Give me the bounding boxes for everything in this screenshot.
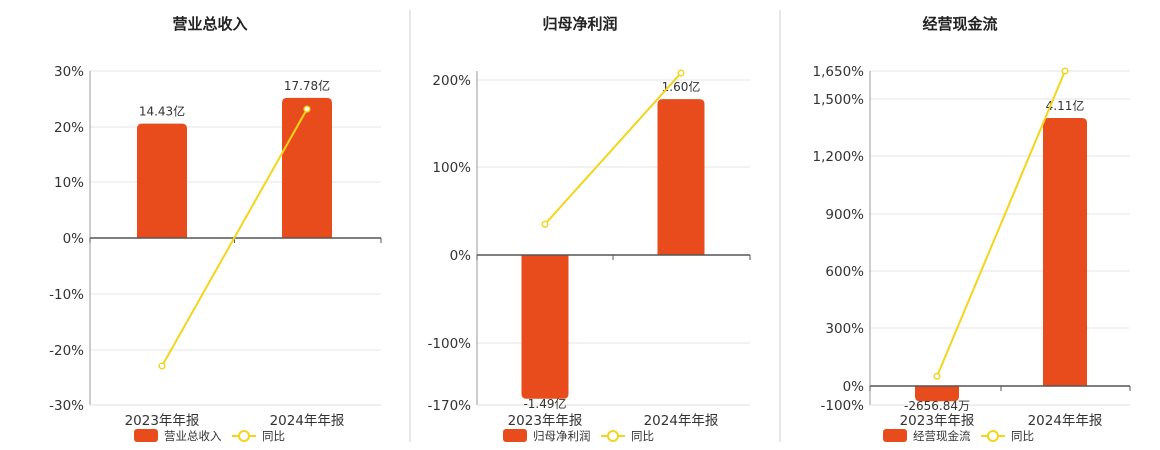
yoy-point bbox=[1061, 67, 1069, 75]
chart-title: 归母净利润 bbox=[542, 15, 617, 33]
bar bbox=[282, 97, 332, 238]
yoy-line bbox=[544, 72, 682, 225]
bar-value-label: -1.49亿 bbox=[523, 396, 566, 411]
yoy-point bbox=[677, 69, 685, 77]
y-tick-label: -10% bbox=[49, 287, 84, 303]
bar bbox=[137, 123, 187, 238]
bar-value-label: 14.43亿 bbox=[139, 104, 185, 119]
y-tick-label: 10% bbox=[54, 175, 84, 191]
x-category-label: 2023年年报 bbox=[125, 413, 200, 429]
legend-label: 营业总收入 bbox=[164, 429, 222, 443]
y-tick-label: 300% bbox=[825, 321, 864, 337]
x-category-label: 2023年年报 bbox=[900, 413, 975, 429]
yoy-point bbox=[158, 362, 166, 370]
y-tick-label: -100% bbox=[821, 398, 865, 414]
bar bbox=[521, 255, 569, 399]
legend-label: 经营现金流 bbox=[913, 429, 971, 443]
y-tick-label: 200% bbox=[432, 73, 471, 89]
y-tick-label: 1,200% bbox=[813, 149, 865, 165]
chart-title: 经营现金流 bbox=[922, 15, 997, 33]
yoy-point bbox=[541, 220, 549, 228]
legend-swatch-marker bbox=[607, 430, 619, 442]
bar bbox=[915, 386, 959, 402]
chart-title: 营业总收入 bbox=[172, 15, 247, 33]
y-tick-label: 0% bbox=[843, 379, 865, 395]
yoy-line bbox=[161, 108, 308, 367]
legend-label: 同比 bbox=[631, 429, 654, 443]
y-tick-label: -170% bbox=[428, 398, 472, 414]
y-tick-label: 1,500% bbox=[813, 92, 865, 108]
y-tick-label: 100% bbox=[432, 160, 471, 176]
chart-panel-1: 营业总收入 30% 20% 10% 0% -10% -20% -30% 14.43亿 17.78亿… bbox=[49, 15, 382, 443]
y-tick-label: -20% bbox=[49, 343, 84, 359]
y-tick-label: 600% bbox=[825, 264, 864, 280]
y-tick-label: 900% bbox=[825, 207, 864, 223]
x-category-label: 2024年年报 bbox=[270, 413, 345, 429]
yoy-line bbox=[936, 70, 1066, 377]
legend-swatch-marker bbox=[987, 430, 999, 442]
legend-swatch-bar bbox=[134, 429, 158, 442]
bar-value-label: -2656.84万 bbox=[904, 399, 970, 413]
y-tick-label: 30% bbox=[54, 64, 84, 80]
legend-swatch-bar bbox=[883, 429, 907, 442]
legend-swatch-bar bbox=[503, 429, 527, 442]
bar-value-label: 4.11亿 bbox=[1046, 98, 1085, 113]
legend-label: 同比 bbox=[262, 429, 285, 443]
bar bbox=[657, 99, 705, 255]
x-category-label: 2024年年报 bbox=[1028, 413, 1103, 429]
y-tick-label: -100% bbox=[428, 336, 472, 352]
yoy-point bbox=[933, 372, 941, 380]
bar bbox=[1043, 118, 1087, 386]
x-category-label: 2024年年报 bbox=[644, 413, 719, 429]
legend-swatch-marker bbox=[238, 430, 250, 442]
legend-label: 归母净利润 bbox=[533, 429, 591, 443]
y-tick-label: 20% bbox=[54, 120, 84, 136]
y-tick-label: 0% bbox=[450, 248, 472, 264]
chart-panel-3: 经营现金流 1,650% 1,500% 1,200% 900% 600% 300% 0% -10… bbox=[813, 15, 1131, 443]
y-tick-label: 0% bbox=[63, 231, 85, 247]
legend-label: 同比 bbox=[1011, 429, 1034, 443]
bar-value-label: 17.78亿 bbox=[284, 78, 330, 93]
x-category-label: 2023年年报 bbox=[508, 413, 583, 429]
y-tick-label: 1,650% bbox=[813, 64, 865, 80]
yoy-point bbox=[303, 105, 311, 113]
y-tick-label: -30% bbox=[49, 398, 84, 414]
